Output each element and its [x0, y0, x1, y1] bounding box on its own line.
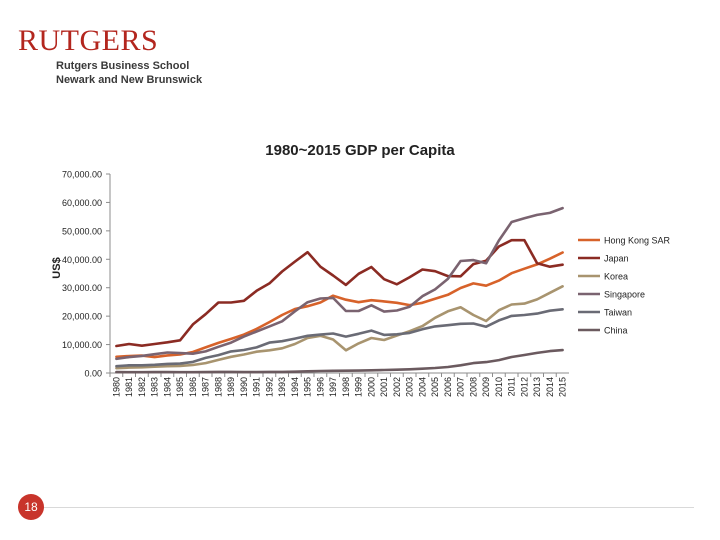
x-tick-label: 1987 — [201, 377, 211, 397]
x-tick-label: 2010 — [494, 377, 504, 397]
chart-title: 1980~2015 GDP per Capita — [265, 142, 455, 159]
x-tick-label: 1985 — [175, 377, 185, 397]
x-tick-label: 1981 — [124, 377, 134, 397]
x-tick-label: 2013 — [532, 377, 542, 397]
x-tick-label: 1991 — [252, 377, 262, 397]
x-tick-label: 1988 — [213, 377, 223, 397]
x-tick-label: 2015 — [558, 377, 568, 397]
x-tick-label: 2004 — [417, 377, 427, 397]
y-tick-label: 10,000.00 — [62, 340, 102, 350]
series-line-china — [115, 348, 564, 374]
x-tick-label: 2011 — [507, 377, 517, 396]
y-tick-label: 30,000.00 — [62, 283, 102, 293]
series-line-singapore — [115, 206, 564, 361]
y-tick-label: 70,000.00 — [62, 170, 102, 180]
legend-label: Korea — [604, 272, 628, 282]
x-tick-label: 2002 — [392, 377, 402, 397]
x-tick-label: 1995 — [303, 377, 313, 397]
x-tick-label: 2008 — [468, 377, 478, 397]
x-tick-label: 2012 — [519, 377, 529, 397]
slide-number: 18 — [18, 494, 44, 520]
legend-label: Japan — [604, 254, 629, 264]
x-tick-label: 2000 — [366, 377, 376, 397]
school-name-line2: Newark and New Brunswick — [56, 74, 203, 86]
series-line-japan — [115, 238, 564, 348]
x-tick-label: 1989 — [226, 377, 236, 397]
series-line-korea — [115, 284, 564, 370]
x-tick-label: 1983 — [150, 377, 160, 397]
x-tick-label: 2001 — [379, 377, 389, 397]
x-tick-label: 1998 — [341, 377, 351, 397]
y-tick-label: 40,000.00 — [62, 255, 102, 265]
x-tick-label: 2006 — [443, 377, 453, 397]
rutgers-logo: RUTGERS — [18, 26, 158, 56]
x-tick-label: 2005 — [430, 377, 440, 397]
footer-divider — [44, 507, 694, 508]
x-tick-label: 1986 — [188, 377, 198, 397]
x-tick-label: 1990 — [239, 377, 249, 397]
x-tick-label: 1982 — [137, 377, 147, 397]
y-tick-label: 20,000.00 — [62, 312, 102, 322]
x-tick-label: 1999 — [354, 377, 364, 397]
legend-label: China — [604, 326, 628, 336]
y-axis-title: US$ — [51, 257, 63, 278]
legend-label: Taiwan — [604, 308, 632, 318]
x-tick-label: 1996 — [315, 377, 325, 397]
x-tick-label: 1992 — [264, 377, 274, 397]
y-tick-label: 50,000.00 — [62, 226, 102, 236]
logo-wordmark: RUTGERS — [18, 24, 159, 57]
x-tick-label: 1984 — [162, 377, 172, 397]
x-tick-label: 1980 — [111, 377, 121, 397]
x-tick-label: 1994 — [290, 377, 300, 397]
x-tick-label: 2009 — [481, 377, 491, 397]
x-tick-label: 2014 — [545, 377, 555, 397]
y-tick-label: 0.00 — [84, 369, 102, 379]
x-tick-label: 2003 — [405, 377, 415, 397]
x-tick-label: 1997 — [328, 377, 338, 397]
legend-label: Singapore — [604, 290, 645, 300]
x-tick-label: 1993 — [277, 377, 287, 397]
school-name-line1: Rutgers Business School — [56, 60, 190, 72]
legend-label: Hong Kong SAR — [604, 236, 671, 246]
series-line-taiwan — [115, 307, 564, 368]
y-tick-label: 60,000.00 — [62, 198, 102, 208]
x-tick-label: 2007 — [456, 377, 466, 397]
